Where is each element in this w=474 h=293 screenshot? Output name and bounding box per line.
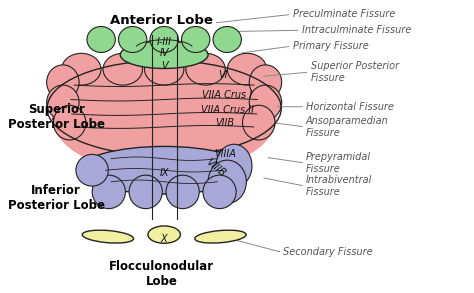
Ellipse shape (216, 144, 252, 188)
Text: Prepyramidal
Fissure: Prepyramidal Fissure (306, 152, 371, 174)
Ellipse shape (129, 175, 162, 209)
Text: Primary Fissure: Primary Fissure (292, 41, 368, 51)
Text: IV: IV (159, 48, 169, 58)
Text: VI: VI (218, 70, 228, 80)
Ellipse shape (87, 26, 115, 52)
Ellipse shape (145, 53, 184, 85)
Text: V: V (161, 61, 167, 71)
Text: Inferior
Posterior Lobe: Inferior Posterior Lobe (8, 184, 105, 212)
Ellipse shape (148, 226, 181, 243)
Text: VIIIA: VIIIA (214, 149, 236, 159)
Ellipse shape (249, 85, 282, 120)
Text: Superior Posterior
Fissure: Superior Posterior Fissure (310, 61, 399, 83)
Ellipse shape (46, 85, 79, 120)
Text: VIIB: VIIB (215, 118, 235, 128)
Ellipse shape (243, 105, 275, 140)
Ellipse shape (103, 53, 142, 85)
Text: Flocculonodular
Lobe: Flocculonodular Lobe (109, 260, 214, 288)
Text: I-III: I-III (157, 37, 172, 47)
Ellipse shape (208, 160, 246, 203)
Ellipse shape (195, 230, 246, 243)
Ellipse shape (118, 26, 147, 52)
Text: Superior
Posterior Lobe: Superior Posterior Lobe (8, 103, 105, 131)
Text: Anterior Lobe: Anterior Lobe (110, 14, 213, 27)
Ellipse shape (52, 59, 277, 175)
Ellipse shape (213, 26, 241, 52)
Text: Preculminate Fissure: Preculminate Fissure (292, 9, 395, 19)
Ellipse shape (228, 53, 267, 85)
Text: IX: IX (159, 168, 169, 178)
Ellipse shape (120, 41, 208, 69)
Ellipse shape (46, 65, 79, 100)
Ellipse shape (54, 105, 86, 140)
Ellipse shape (203, 175, 236, 209)
Ellipse shape (79, 146, 250, 194)
Ellipse shape (186, 53, 225, 85)
Ellipse shape (82, 230, 134, 243)
Text: VIIA Crus I: VIIA Crus I (202, 90, 252, 100)
Text: Intrabiventral
Fissure: Intrabiventral Fissure (306, 175, 373, 197)
Ellipse shape (182, 26, 210, 52)
Ellipse shape (62, 53, 101, 85)
Text: Secondary Fissure: Secondary Fissure (283, 248, 373, 258)
Text: X: X (161, 234, 167, 244)
Text: VIIIB: VIIIB (204, 156, 228, 178)
Ellipse shape (76, 154, 109, 186)
Text: Horizontal Fissure: Horizontal Fissure (306, 102, 394, 112)
Text: Ansoparamedian
Fissure: Ansoparamedian Fissure (306, 116, 389, 138)
Text: Intraculminate Fissure: Intraculminate Fissure (301, 25, 411, 35)
Ellipse shape (150, 26, 178, 52)
Text: VIIA Crus II: VIIA Crus II (201, 105, 254, 115)
Ellipse shape (92, 175, 126, 209)
Ellipse shape (249, 65, 282, 100)
Ellipse shape (166, 175, 199, 209)
